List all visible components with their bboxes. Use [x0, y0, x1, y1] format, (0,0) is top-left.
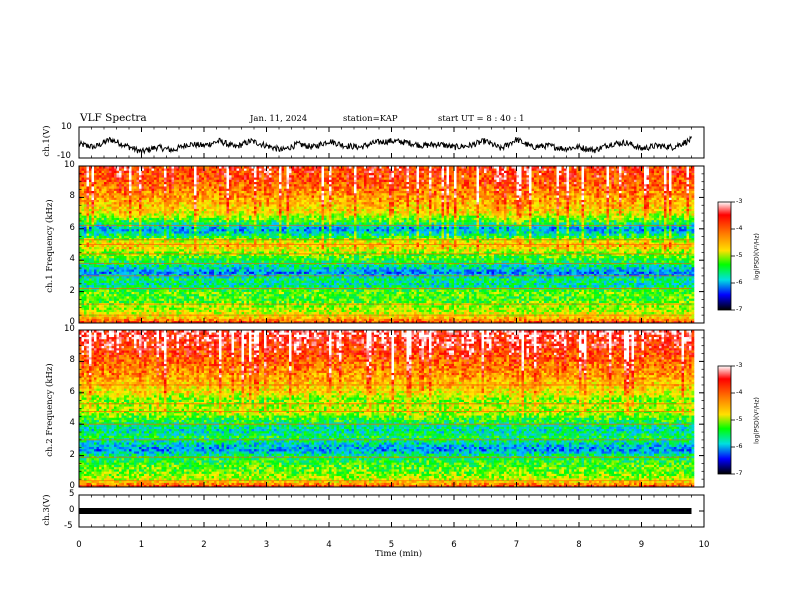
- colorbar-tick-label: -3: [736, 361, 742, 369]
- date-label: Jan. 11, 2024: [250, 114, 307, 124]
- colorbar-tick-label: -3: [736, 197, 742, 205]
- ch1-voltage-trace: [78, 135, 692, 155]
- ch3-ytick-label: 5: [69, 489, 74, 499]
- xtick-label: 4: [326, 540, 331, 550]
- ch3-ytick-label: -5: [64, 521, 72, 531]
- ch1-voltage-panel: [78, 126, 705, 159]
- xtick-label: 5: [389, 540, 394, 550]
- xtick-label: 9: [639, 540, 644, 550]
- xtick-label: 8: [576, 540, 581, 550]
- colorbar-1: [717, 201, 732, 311]
- ytick-label: 10: [64, 324, 75, 334]
- ch2-frequency-ylabel: ch.2 Frequency (kHz): [45, 360, 55, 460]
- xtick-label: 6: [451, 540, 456, 550]
- ch1-spectrogram-panel: [78, 165, 705, 324]
- colorbar-tick-label: -5: [736, 251, 742, 259]
- colorbar-tick-label: -7: [736, 305, 742, 313]
- ch3-voltage-trace: [79, 508, 692, 514]
- ch1-ytick-label: 10: [61, 122, 72, 132]
- start-time-label: start UT = 8 : 40 : 1: [438, 114, 525, 124]
- ytick-label: 4: [70, 418, 75, 428]
- ytick-label: 8: [70, 355, 75, 365]
- ytick-label: 4: [70, 254, 75, 264]
- station-label: station=KAP: [343, 114, 398, 124]
- spectrogram-image-1: [79, 166, 695, 324]
- xtick-label: 3: [264, 540, 269, 550]
- ch1-voltage-ylabel: ch.1(V): [42, 116, 52, 166]
- colorbar-tick-label: -4: [736, 388, 742, 396]
- ch3-voltage-ylabel: ch.3(V): [42, 485, 52, 535]
- ytick-label: 10: [64, 160, 75, 170]
- xtick-label: 7: [514, 540, 519, 550]
- ytick-label: 2: [70, 450, 75, 460]
- ytick-label: 0: [70, 317, 75, 327]
- ytick-label: 2: [70, 286, 75, 296]
- colorbar-2: [717, 365, 732, 475]
- colorbar-1-title: log(PSD)(V²/Hz): [754, 212, 761, 302]
- colorbar-tick-label: -5: [736, 415, 742, 423]
- xtick-label: 10: [699, 540, 710, 550]
- figure-title: VLF Spectra: [80, 112, 147, 124]
- ch2-spectrogram-panel: [78, 329, 705, 488]
- ytick-label: 6: [70, 223, 75, 233]
- ytick-label: 6: [70, 387, 75, 397]
- colorbar-tick-label: -7: [736, 469, 742, 477]
- xtick-label: 2: [201, 540, 206, 550]
- ch1-ytick-label: -10: [57, 151, 71, 161]
- ytick-label: 8: [70, 191, 75, 201]
- colorbars: [717, 201, 735, 475]
- time-xlabel: Time (min): [375, 549, 422, 559]
- ch1-frequency-ylabel: ch.1 Frequency (kHz): [45, 196, 55, 296]
- spectrogram-image-2: [79, 330, 695, 488]
- xtick-label: 1: [139, 540, 144, 550]
- colorbar-2-title: log(PSD)(V²/Hz): [754, 376, 761, 466]
- ch3-voltage-panel: [78, 494, 705, 528]
- ytick-label: 0: [70, 481, 75, 491]
- ch3-ytick-label: 0: [69, 505, 74, 515]
- colorbar-tick-label: -4: [736, 224, 742, 232]
- colorbar-tick-label: -6: [736, 278, 742, 286]
- colorbar-tick-label: -6: [736, 442, 742, 450]
- xtick-label: 0: [76, 540, 81, 550]
